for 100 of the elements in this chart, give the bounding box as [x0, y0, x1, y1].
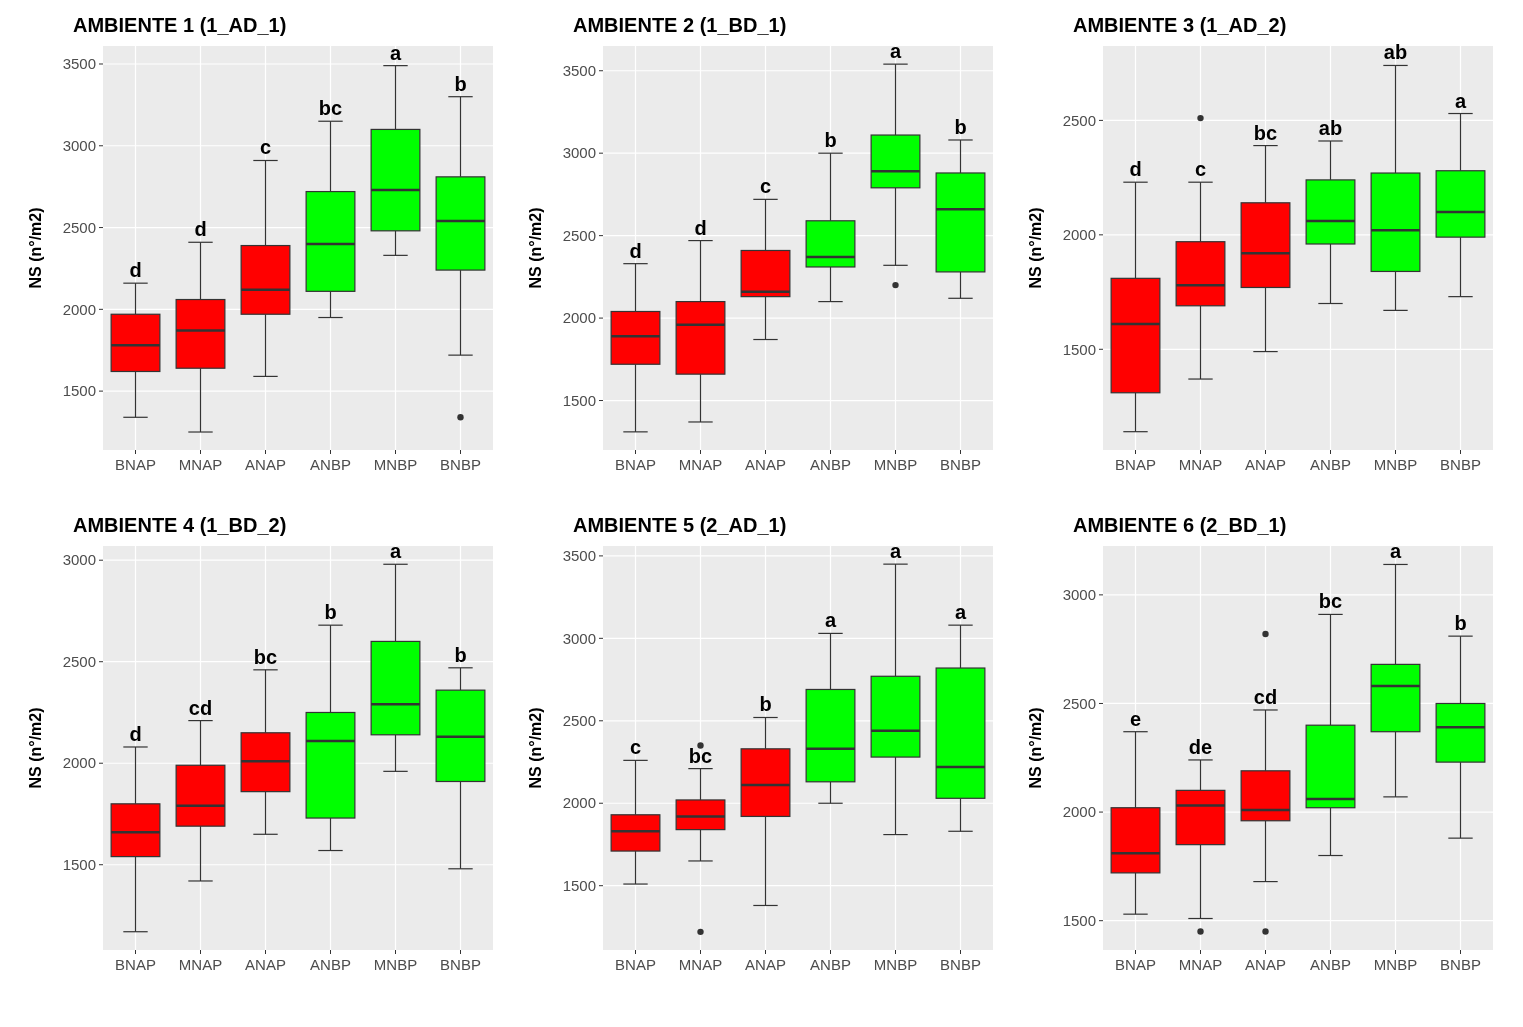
- x-tick-label: BNBP: [940, 956, 981, 973]
- annotation: bc: [318, 97, 343, 120]
- x-tick-label: BNBP: [1440, 456, 1481, 473]
- x-tick-label: ANBP: [1310, 456, 1351, 473]
- annotation: b: [954, 115, 967, 138]
- annotation: d: [1129, 158, 1142, 181]
- x-tick-label: MNAP: [1178, 456, 1223, 473]
- annotation: a: [954, 601, 967, 624]
- y-tick-label: 3000: [562, 629, 596, 647]
- x-tick-label: ANBP: [310, 456, 351, 473]
- y-tick-label: 3500: [62, 55, 96, 73]
- x-tick-label: BNBP: [440, 456, 481, 473]
- annotation: c: [259, 136, 272, 159]
- annotation: c: [629, 736, 642, 759]
- x-tick-label: BNAP: [115, 456, 156, 473]
- chart-title: AMBIENTE 5 (2_AD_1): [573, 514, 787, 536]
- annotation: de: [1188, 735, 1213, 758]
- y-tick-label: 2500: [62, 218, 96, 236]
- x-tick-label: BNAP: [615, 456, 656, 473]
- chart-title: AMBIENTE 3 (1_AD_2): [1073, 14, 1287, 36]
- x-tick-label: BNAP: [1115, 456, 1156, 473]
- annotation: a: [1389, 540, 1402, 563]
- annotation: c: [759, 175, 772, 198]
- annotation: d: [129, 259, 142, 282]
- chart-title: AMBIENTE 2 (1_BD_1): [573, 14, 787, 36]
- y-axis-title: NS (n°/m2): [1027, 207, 1044, 289]
- y-tick-label: 2000: [562, 794, 596, 812]
- x-tick-label: ANAP: [745, 956, 786, 973]
- annotation: d: [629, 239, 642, 262]
- x-tick-label: MNBP: [373, 456, 418, 473]
- annotation: bc: [1253, 121, 1278, 144]
- x-tick-label: MNBP: [873, 456, 918, 473]
- y-tick-label: 2500: [562, 226, 596, 244]
- y-tick-label: 3000: [562, 144, 596, 162]
- y-axis-title: NS (n°/m2): [527, 707, 544, 789]
- y-axis-title: NS (n°/m2): [1027, 707, 1044, 789]
- x-tick-label: ANAP: [1245, 956, 1286, 973]
- x-tick-label: ANBP: [310, 956, 351, 973]
- y-tick-label: 1500: [562, 391, 596, 409]
- x-tick-label: ANAP: [245, 956, 286, 973]
- chart-title: AMBIENTE 4 (1_BD_2): [73, 514, 287, 536]
- x-tick-label: ANBP: [1310, 956, 1351, 973]
- annotation: e: [1129, 707, 1142, 730]
- x-tick-label: BNBP: [1440, 956, 1481, 973]
- y-tick-label: 2500: [1062, 111, 1096, 129]
- y-tick-label: 3500: [562, 547, 596, 565]
- annotation: bc: [688, 744, 713, 767]
- y-tick-label: 2500: [1062, 694, 1096, 712]
- x-tick-label: MNBP: [873, 956, 918, 973]
- annotation: a: [824, 609, 837, 632]
- y-tick-label: 1500: [562, 876, 596, 894]
- annotation: a: [889, 540, 902, 563]
- x-tick-label: ANBP: [810, 956, 851, 973]
- x-tick-label: MNAP: [178, 956, 223, 973]
- annotation: ab: [1318, 116, 1343, 139]
- annotation: c: [1194, 158, 1207, 181]
- y-tick-label: 3000: [1062, 586, 1096, 604]
- x-tick-label: BNAP: [1115, 956, 1156, 973]
- annotation: a: [889, 40, 902, 63]
- chart-title: AMBIENTE 1 (1_AD_1): [73, 14, 287, 36]
- annotation: cd: [1253, 685, 1278, 708]
- annotation: ab: [1383, 41, 1408, 64]
- annotation: cd: [188, 696, 213, 719]
- annotation: b: [454, 72, 467, 95]
- x-tick-label: MNBP: [1373, 956, 1418, 973]
- y-tick-label: 1500: [62, 382, 96, 400]
- annotation: b: [324, 601, 337, 624]
- annotation: d: [129, 722, 142, 745]
- y-tick-label: 1500: [1062, 340, 1096, 358]
- x-tick-label: MNAP: [1178, 956, 1223, 973]
- x-tick-label: BNBP: [440, 956, 481, 973]
- x-tick-label: MNAP: [678, 956, 723, 973]
- x-tick-label: ANAP: [1245, 456, 1286, 473]
- annotation: a: [1454, 89, 1467, 112]
- annotation: bc: [1318, 590, 1343, 613]
- annotation: d: [694, 216, 707, 239]
- x-tick-label: BNBP: [940, 456, 981, 473]
- y-tick-label: 3000: [62, 551, 96, 569]
- x-tick-label: ANBP: [810, 456, 851, 473]
- y-tick-label: 1500: [1062, 911, 1096, 929]
- y-tick-label: 2000: [62, 754, 96, 772]
- x-tick-label: MNAP: [178, 456, 223, 473]
- y-tick-label: 1500: [62, 855, 96, 873]
- y-tick-label: 2000: [562, 309, 596, 327]
- annotation: d: [194, 218, 207, 241]
- x-tick-label: ANAP: [745, 456, 786, 473]
- y-tick-label: 3500: [562, 61, 596, 79]
- y-axis-title: NS (n°/m2): [27, 207, 44, 289]
- x-tick-label: MNBP: [373, 956, 418, 973]
- x-tick-label: MNAP: [678, 456, 723, 473]
- annotation: b: [1454, 612, 1467, 635]
- x-tick-label: BNAP: [115, 956, 156, 973]
- y-tick-label: 2000: [1062, 803, 1096, 821]
- y-tick-label: 2500: [562, 712, 596, 730]
- y-tick-label: 2000: [1062, 226, 1096, 244]
- chart-title: AMBIENTE 6 (2_BD_1): [1073, 514, 1287, 536]
- y-tick-label: 2000: [62, 300, 96, 318]
- annotation: b: [759, 693, 772, 716]
- x-tick-label: BNAP: [615, 956, 656, 973]
- x-tick-label: ANAP: [245, 456, 286, 473]
